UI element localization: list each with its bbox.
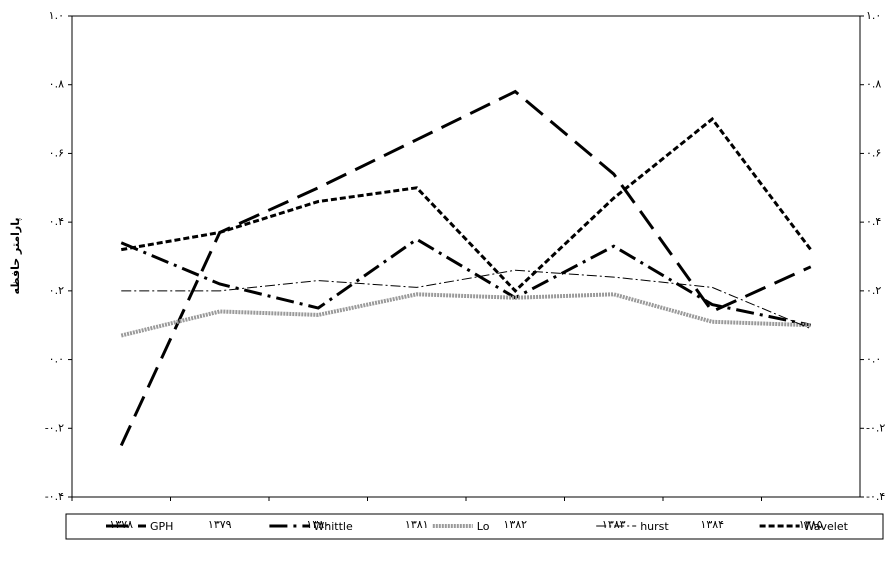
y2-tick-label: -۰.۴ [866,490,885,503]
y2-tick-label: ۰.۲ [866,284,881,297]
plot-frame [71,15,861,498]
x-tick-label: ۱۳۸۲ [503,518,527,531]
y2-tick-label: ۰.۶ [866,146,881,159]
x-tick-label: ۱۳۸۰ [306,518,330,531]
x-tick-label: ۱۳۸۵ [799,518,823,531]
y-tick-label: -۰.۲ [45,421,64,434]
y-axis-label: پارامتر حافظه [9,218,22,295]
x-tick-label: ۱۳۷۹ [208,518,232,531]
y-tick-label: ۱.۰ [49,9,64,22]
series-line [119,89,812,447]
y-tick-label: -۰.۴ [45,490,64,503]
y2-tick-label: -۰.۲ [866,421,885,434]
legend-label: Lo [477,520,490,533]
y2-tick-label: ۰.۴ [866,215,881,228]
series-line [121,269,811,330]
legend-label: GPH [150,520,173,533]
y-tick-label: ۰.۸ [49,78,64,91]
series-line [120,292,811,338]
y-tick-label: ۰.۲ [49,284,64,297]
series-line [120,237,812,327]
series-line [120,116,812,293]
x-tick-label: ۱۳۸۱ [405,518,429,531]
y-tick-label: ۰.۶ [49,146,64,159]
y2-tick-label: ۱.۰ [866,9,881,22]
x-tick-label: ۱۳۸۴ [700,518,724,531]
legend-label: Whittle [313,520,353,533]
y-tick-label: ۰.۴ [49,215,64,228]
legend-label: hurst [640,520,669,533]
y2-tick-label: ۰.۸ [866,78,881,91]
legend-label: Wavelet [804,520,849,533]
x-tick-label: ۱۳۸۳ [602,518,626,531]
y-tick-label: ۰.۰ [49,353,64,366]
y2-tick-label: ۰.۰ [866,353,881,366]
legend-box [65,513,884,540]
